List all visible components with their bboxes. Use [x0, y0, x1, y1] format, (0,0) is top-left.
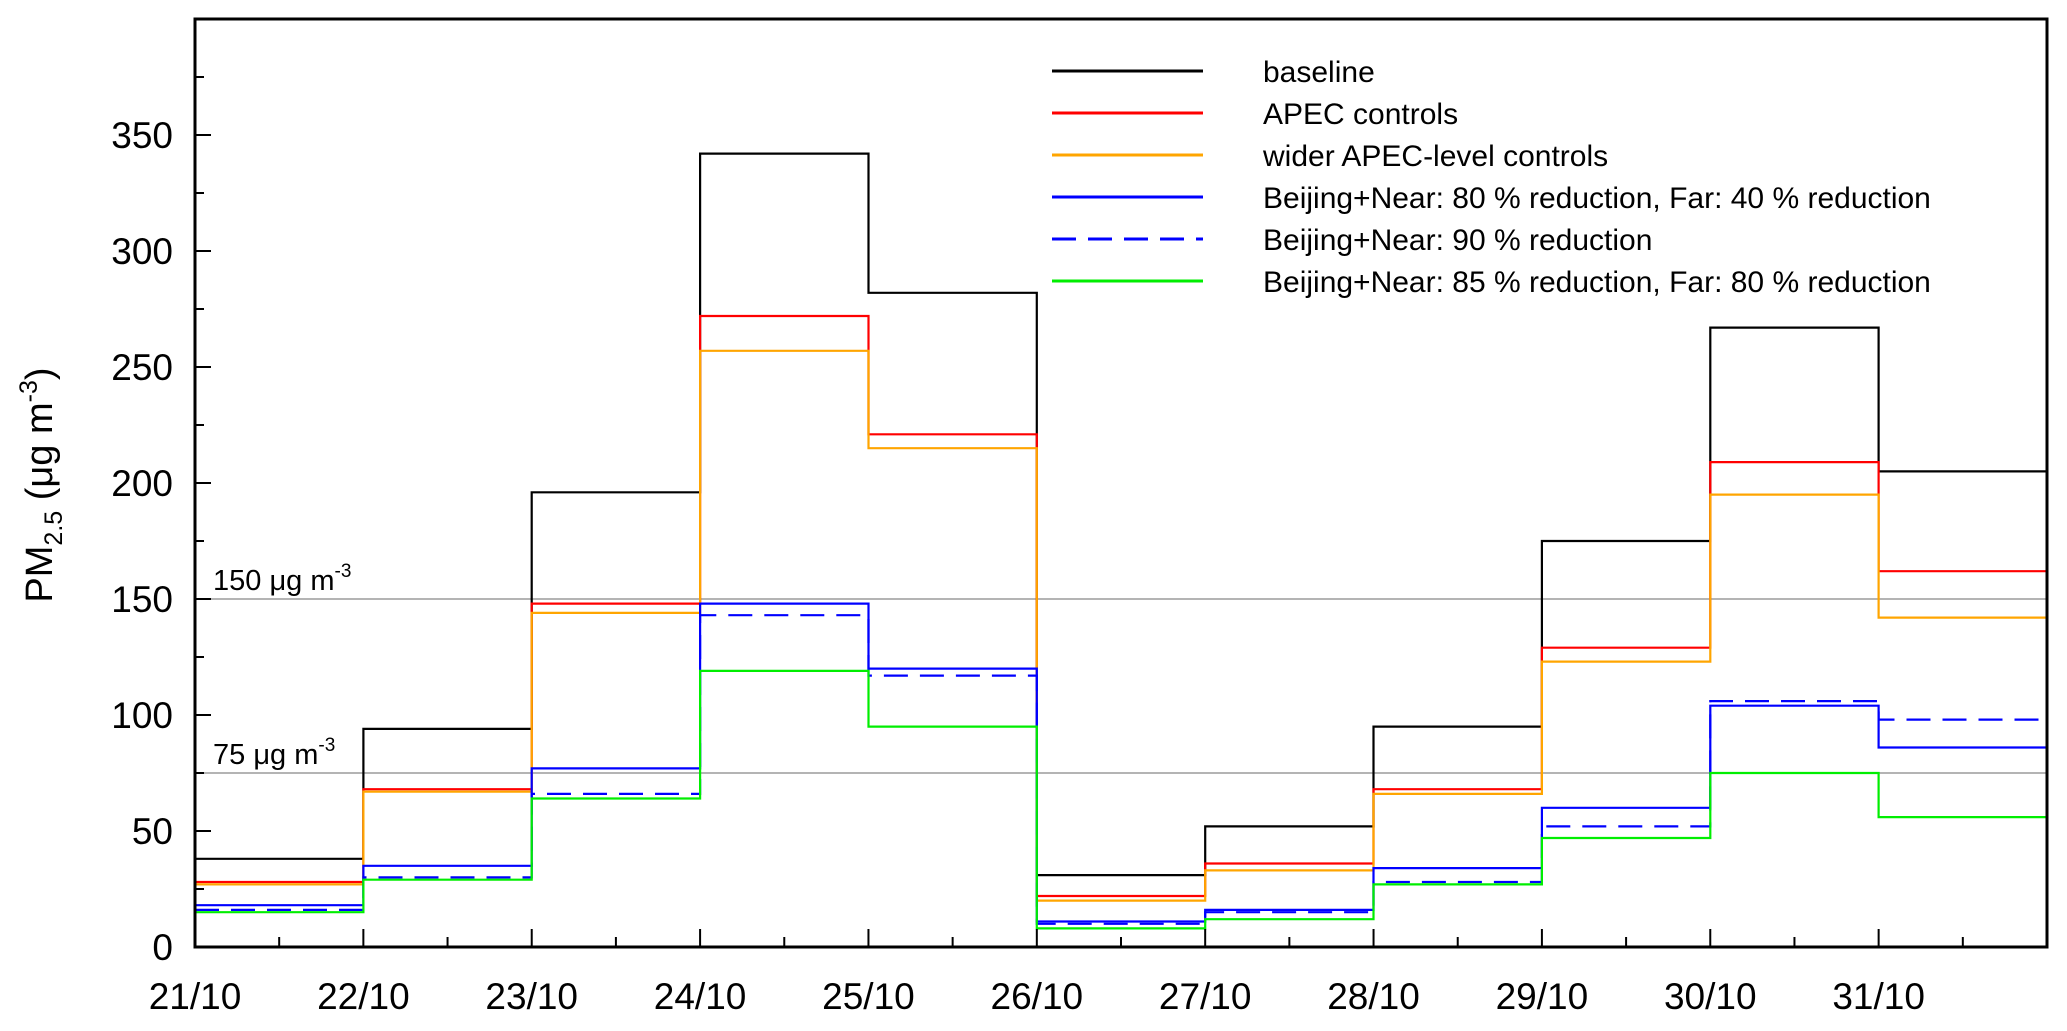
y-axis-title-subscript: 2.5: [40, 511, 68, 546]
series-5: [195, 669, 2047, 930]
x-tick-label: 24/10: [654, 976, 747, 1017]
y-axis-title: PM2.5 (μg m-3): [15, 367, 68, 602]
series-1: [195, 314, 2047, 898]
x-tick-label: 21/10: [149, 976, 242, 1017]
legend-label-2: wider APEC-level controls: [1262, 140, 1608, 173]
x-tick-label: 29/10: [1496, 976, 1589, 1017]
reference-label-75: 75 μg m-3: [213, 735, 335, 771]
y-tick-label: 200: [111, 463, 173, 504]
series-0: [195, 152, 2047, 877]
reference-label-unit: g m: [286, 565, 334, 597]
y-axis-title-unit-open: (: [19, 487, 61, 511]
y-axis-title-main: PM: [19, 546, 61, 603]
legend-label-0: baseline: [1263, 56, 1375, 89]
y-tick-label: 350: [111, 115, 173, 156]
series-3: [195, 602, 2047, 923]
reference-label-mu: μ: [253, 739, 270, 771]
series-line-5: [195, 669, 2047, 930]
reference-label-value: 150: [213, 565, 269, 597]
series-line-2: [195, 349, 2047, 902]
reference-label-150: 150 μg m-3: [213, 561, 351, 597]
series-line-3: [195, 602, 2047, 923]
y-tick-label: 300: [111, 231, 173, 272]
reference-label-value: 75: [213, 739, 253, 771]
plot-frame: [193, 17, 2049, 949]
y-axis-title-mu: μ: [19, 466, 61, 488]
y-tick-label: 100: [111, 695, 173, 736]
x-tick-label: 27/10: [1159, 976, 1252, 1017]
y-axis-title-exponent: -3: [15, 380, 43, 402]
reference-label-unit: g m: [270, 739, 318, 771]
y-tick-label: 50: [132, 811, 173, 852]
series-line-0: [195, 152, 2047, 877]
y-axis-title-unit-close: ): [19, 367, 61, 380]
x-tick-label: 31/10: [1832, 976, 1925, 1017]
legend-label-1: APEC controls: [1263, 98, 1458, 131]
series-4: [195, 614, 2047, 925]
x-tick-label: 23/10: [485, 976, 578, 1017]
y-axis-title-unit: g m: [19, 402, 61, 465]
x-tick-label: 28/10: [1327, 976, 1420, 1017]
series-line-1: [195, 314, 2047, 898]
reference-label-exponent: -3: [335, 561, 352, 582]
series-2: [195, 349, 2047, 902]
x-tick-label: 22/10: [317, 976, 410, 1017]
reference-label-mu: μ: [269, 565, 286, 597]
legend-label-4: Beijing+Near: 90 % reduction: [1263, 224, 1652, 257]
legend-label-3: Beijing+Near: 80 % reduction, Far: 40 % …: [1263, 182, 1931, 215]
y-tick-label: 150: [111, 579, 173, 620]
y-tick-label: 0: [152, 927, 173, 968]
legend-label-5: Beijing+Near: 85 % reduction, Far: 80 % …: [1263, 266, 1931, 299]
y-tick-label: 250: [111, 347, 173, 388]
series-line-4: [195, 614, 2047, 925]
x-tick-label: 25/10: [822, 976, 915, 1017]
x-tick-label: 26/10: [991, 976, 1084, 1017]
reference-label-exponent: -3: [318, 735, 335, 756]
x-tick-label: 30/10: [1664, 976, 1757, 1017]
